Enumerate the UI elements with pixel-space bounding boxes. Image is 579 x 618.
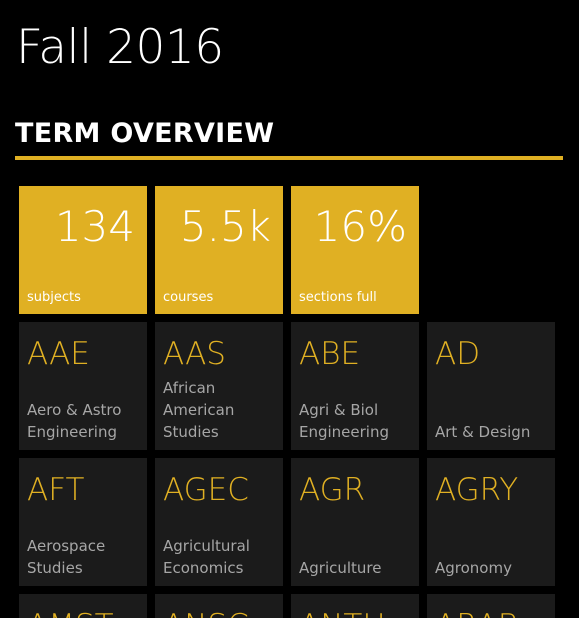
stat-value: 16% <box>313 202 407 251</box>
subject-tile-aft[interactable]: AFT Aerospace Studies <box>19 458 147 586</box>
subject-code: AGRY <box>435 472 519 508</box>
subject-tile-agec[interactable]: AGEC Agricultural Economics <box>155 458 283 586</box>
subject-code: AAE <box>27 336 90 372</box>
subject-tile-agry[interactable]: AGRY Agronomy <box>427 458 555 586</box>
subject-name: Aero & Astro Engineering <box>27 401 122 441</box>
subject-tile-agr[interactable]: AGR Agriculture <box>291 458 419 586</box>
subject-code: ANSC <box>163 606 249 618</box>
stat-label: courses <box>163 290 214 305</box>
subject-name: Agriculture <box>299 559 382 577</box>
subject-code: AFT <box>27 472 85 508</box>
subject-code: ABE <box>299 336 361 372</box>
subject-code: ANTH <box>299 606 386 618</box>
stat-label: sections full <box>299 290 377 305</box>
section-divider <box>15 156 563 160</box>
term-title: Fall 2016 <box>16 20 224 75</box>
stat-tile-sections-full[interactable]: 16% sections full <box>291 186 419 314</box>
subject-name: Art & Design <box>435 423 531 441</box>
subject-tile-anth[interactable]: ANTH <box>291 594 419 618</box>
subject-name: Agricultural Economics <box>163 537 250 577</box>
subject-code: AMST <box>27 606 114 618</box>
subject-name: Agri & Biol Engineering <box>299 401 389 441</box>
section-heading: TERM OVERVIEW <box>15 118 275 149</box>
subject-tile-ansc[interactable]: ANSC <box>155 594 283 618</box>
subject-name: African American Studies <box>163 379 235 441</box>
stat-tile-subjects[interactable]: 134 subjects <box>19 186 147 314</box>
subject-tile-arab[interactable]: ARAB <box>427 594 555 618</box>
subject-name: Aerospace Studies <box>27 537 106 577</box>
subject-tile-ad[interactable]: AD Art & Design <box>427 322 555 450</box>
stat-value: 134 <box>54 202 135 251</box>
subject-code: AGR <box>299 472 366 508</box>
subject-code: AAS <box>163 336 226 372</box>
subject-name: Agronomy <box>435 559 512 577</box>
subject-tile-amst[interactable]: AMST <box>19 594 147 618</box>
subject-code: AD <box>435 336 481 372</box>
subject-tile-abe[interactable]: ABE Agri & Biol Engineering <box>291 322 419 450</box>
subject-tile-aae[interactable]: AAE Aero & Astro Engineering <box>19 322 147 450</box>
stat-tile-courses[interactable]: 5.5k courses <box>155 186 283 314</box>
subject-code: ARAB <box>435 606 518 618</box>
stat-value: 5.5k <box>179 202 271 251</box>
subject-tile-aas[interactable]: AAS African American Studies <box>155 322 283 450</box>
stat-label: subjects <box>27 290 81 305</box>
subject-code: AGEC <box>163 472 249 508</box>
